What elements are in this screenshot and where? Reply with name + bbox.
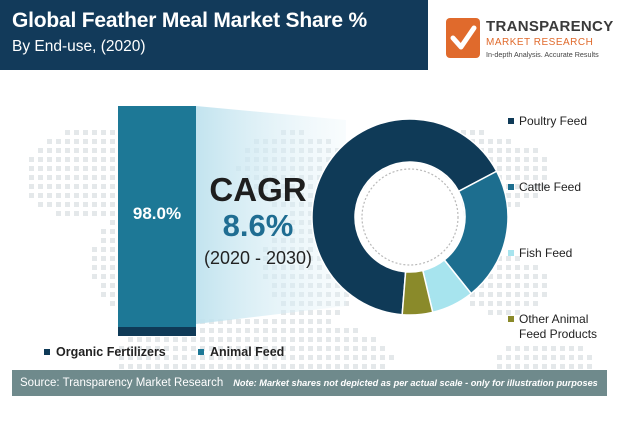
footer-bar: Source: Transparency Market Research Not… — [12, 370, 607, 396]
logo-check-icon — [446, 18, 480, 58]
note-text: Note: Market shares not depicted as per … — [233, 378, 598, 388]
legend-label: Other Animal — [519, 312, 589, 326]
legend-organic-fertilizers: Organic Fertilizers — [44, 345, 166, 359]
legend-swatch — [44, 348, 50, 355]
donut-inner-dotted-ring — [361, 168, 459, 266]
legend-label: Organic Fertilizers — [56, 345, 166, 359]
cagr-value: 8.6% — [222, 208, 294, 243]
legend-swatch — [508, 315, 514, 322]
bar-segment-organic-fertilizers — [118, 326, 196, 336]
legend-label: Fish Feed — [519, 246, 573, 260]
logo-subtitle: MARKET RESEARCH — [486, 37, 594, 48]
legend-label: Animal Feed — [210, 345, 285, 359]
legend-swatch — [198, 348, 204, 355]
legend-swatch — [508, 249, 514, 256]
cagr-block: CAGR 8.6% (2020 - 2030) — [196, 172, 320, 270]
company-logo: TRANSPARENCY MARKET RESEARCH In-depth An… — [438, 14, 614, 64]
legend-label-line2: Feed Products — [519, 327, 598, 341]
legend-animal-feed: Animal Feed — [198, 345, 284, 359]
bar-to-donut-connector — [196, 106, 346, 324]
chart-title: Global Feather Meal Market Share % — [12, 9, 367, 32]
cagr-period: (2020 - 2030) — [203, 248, 313, 268]
legend-swatch — [508, 183, 514, 190]
legend-poultry-feed: Poultry Feed — [508, 114, 587, 129]
bar-segment-animal-feed — [118, 106, 196, 327]
legend-swatch — [508, 117, 514, 124]
donut-slice-other-feed — [401, 269, 434, 316]
source-text: Source: Transparency Market Research — [20, 377, 224, 389]
legend-cattle-feed: Cattle Feed — [508, 180, 581, 195]
header-banner: Global Feather Meal Market Share % By En… — [0, 0, 428, 70]
legend-other-feed: Other Animal Feed Products — [508, 312, 597, 342]
cagr-label: CAGR — [209, 171, 307, 208]
chart-subtitle: By End-use, (2020) — [12, 38, 146, 55]
donut-chart — [311, 118, 509, 316]
donut-slice-poultry-feed — [311, 118, 498, 316]
donut-hole — [356, 163, 464, 271]
legend-label: Cattle Feed — [519, 180, 582, 194]
bar-data-label: 98.0% — [132, 204, 182, 223]
logo-name: TRANSPARENCY — [486, 18, 614, 35]
stacked-bar: 98.0% — [118, 106, 200, 336]
legend-fish-feed: Fish Feed — [508, 246, 572, 261]
logo-tagline: In-depth Analysis. Accurate Results — [486, 50, 599, 59]
legend-label: Poultry Feed — [519, 114, 588, 128]
